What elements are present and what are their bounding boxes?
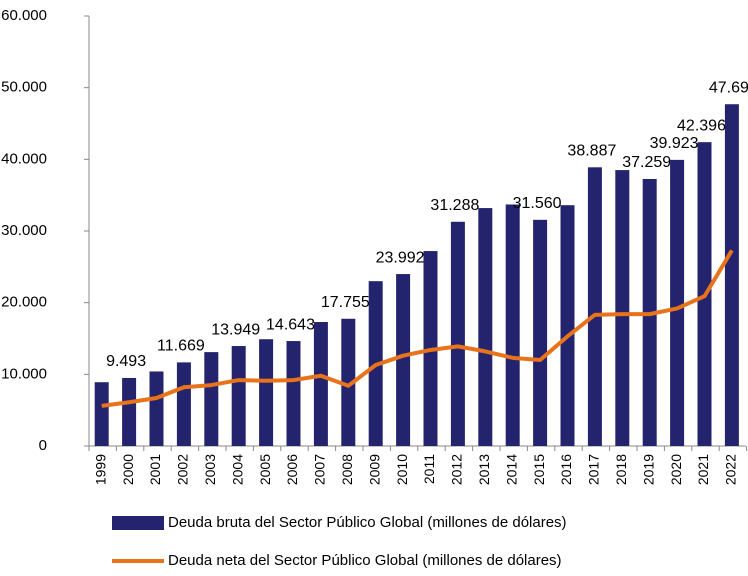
- x-tick-label: 2005: [257, 454, 273, 485]
- data-label: 38.887: [567, 143, 616, 160]
- bar: [587, 167, 602, 447]
- data-label: 11.669: [157, 338, 205, 355]
- x-tick-label: 2003: [202, 454, 218, 485]
- data-label: 42.396: [677, 117, 726, 134]
- data-label: 13.949: [211, 321, 260, 338]
- y-tick-label: 0: [39, 437, 47, 454]
- x-tick-label: 2007: [312, 454, 328, 485]
- bar: [204, 352, 219, 446]
- legend-label: Deuda neta del Sector Público Global (mi…: [168, 552, 562, 569]
- x-tick-label: 2018: [613, 454, 629, 485]
- y-tick-label: 60.000: [1, 7, 47, 24]
- bar: [176, 362, 191, 446]
- x-tick-label: 2021: [695, 454, 711, 485]
- legend-swatch: [112, 516, 164, 530]
- data-label: 47.69: [709, 79, 748, 96]
- x-tick-label: 1999: [92, 454, 108, 485]
- x-tick-label: 2002: [175, 454, 191, 485]
- x-tick-label: 2000: [120, 454, 136, 485]
- bar: [313, 322, 328, 446]
- x-tick-label: 2012: [449, 454, 465, 485]
- y-tick-label: 10.000: [1, 365, 47, 382]
- y-tick-label: 50.000: [1, 79, 47, 96]
- x-tick-label: 2017: [586, 454, 602, 485]
- x-tick-label: 2015: [531, 454, 547, 485]
- data-label: 23.992: [376, 249, 425, 266]
- data-label: 14.643: [266, 316, 315, 333]
- bar: [396, 274, 411, 446]
- bar: [478, 208, 493, 446]
- x-tick-label: 2013: [476, 454, 492, 485]
- data-label: 9.493: [106, 353, 146, 370]
- bar: [670, 159, 685, 446]
- x-tick-label: 2019: [640, 454, 656, 485]
- x-tick-label: 2011: [421, 454, 437, 484]
- data-label: 31.288: [430, 197, 479, 214]
- bar: [259, 339, 274, 446]
- bar: [122, 377, 137, 446]
- data-label: 17.755: [321, 294, 370, 311]
- bar: [94, 382, 109, 446]
- x-tick-label: 2022: [723, 454, 739, 485]
- bar: [286, 341, 301, 446]
- y-tick-label: 30.000: [1, 222, 47, 239]
- bar: [231, 346, 246, 446]
- x-tick-label: 2001: [147, 454, 163, 485]
- line: [101, 249, 734, 408]
- bar: [615, 170, 630, 447]
- x-tick-label: 2006: [284, 454, 300, 485]
- bar: [341, 318, 356, 446]
- x-tick-label: 2016: [558, 454, 574, 485]
- legend-label: Deuda bruta del Sector Público Global (m…: [168, 514, 567, 531]
- y-tick-label: 40.000: [1, 150, 47, 167]
- bar: [450, 221, 465, 446]
- x-tick-label: 2004: [229, 454, 245, 485]
- bar: [560, 205, 575, 446]
- x-tick-label: 2014: [503, 454, 519, 485]
- bar: [505, 204, 520, 446]
- bar: [533, 219, 548, 446]
- x-tick-label: 2020: [668, 454, 684, 485]
- x-tick-label: 2010: [394, 454, 410, 485]
- data-label: 31.560: [513, 195, 562, 212]
- bar: [149, 371, 164, 446]
- x-tick-label: 2009: [366, 454, 382, 485]
- data-label: 37.259: [622, 154, 671, 171]
- data-label: 39.923: [650, 135, 699, 152]
- y-tick-label: 20.000: [1, 294, 47, 311]
- bar: [724, 104, 739, 446]
- x-tick-label: 2008: [339, 454, 355, 485]
